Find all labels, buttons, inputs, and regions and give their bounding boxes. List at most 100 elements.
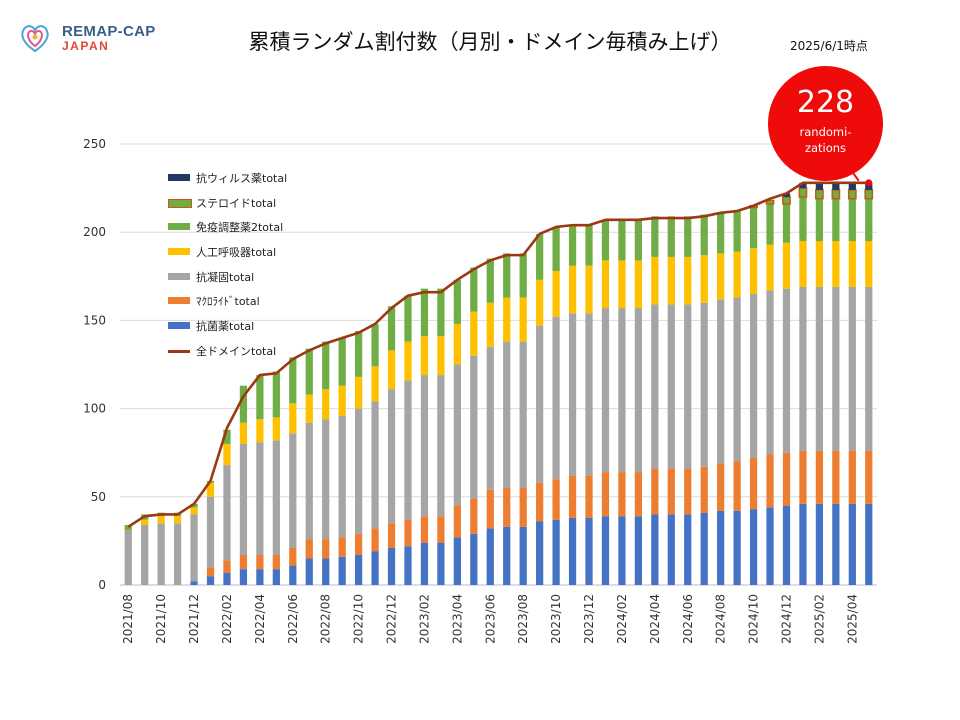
bar-immuno2 — [717, 212, 725, 254]
bar-macrolide — [651, 468, 659, 515]
bar-ventilation — [338, 385, 346, 416]
legend-swatch-total — [168, 349, 190, 353]
bar-immuno2 — [338, 338, 346, 386]
bar-antibiotic — [190, 581, 198, 585]
bar-macrolide — [865, 450, 873, 504]
bar-ventilation — [420, 336, 429, 376]
bar-antibiotic — [618, 516, 626, 585]
bar-anticoag — [766, 290, 774, 455]
bar-anticoag — [799, 286, 807, 451]
bar-steroid — [782, 196, 791, 205]
bar-immuno2 — [503, 253, 511, 298]
bar-anticoag — [420, 375, 429, 517]
bar-immuno2 — [585, 225, 593, 266]
bar-ventilation — [749, 248, 758, 294]
x-tick-label: 2021/12 — [187, 594, 201, 644]
bar-ventilation — [568, 265, 577, 314]
bar-macrolide — [437, 516, 445, 543]
bar-macrolide — [766, 454, 774, 508]
bar-immuno2 — [404, 295, 412, 342]
bar-anticoag — [700, 302, 708, 467]
total-randomizations-badge: 228 randomi-zations — [768, 66, 883, 181]
bar-ventilation — [437, 336, 445, 376]
bar-ventilation — [223, 443, 231, 466]
x-tick-label: 2022/04 — [253, 594, 267, 644]
x-tick-label: 2021/08 — [121, 594, 135, 644]
x-tick-label: 2022/10 — [352, 594, 366, 644]
bar-immuno2 — [322, 341, 330, 390]
legend-swatch-antibiotic — [168, 322, 190, 330]
bar-macrolide — [404, 519, 412, 547]
bar-anticoag — [272, 440, 280, 556]
badge-label: randomi-zations — [799, 125, 852, 155]
bar-antiviral — [799, 182, 807, 189]
bar-macrolide — [815, 450, 824, 504]
y-tick-label: 50 — [91, 490, 106, 504]
bar-immuno2 — [223, 429, 231, 444]
bar-antibiotic — [848, 503, 856, 585]
bar-immuno2 — [601, 219, 610, 261]
bar-immuno2 — [289, 357, 297, 404]
bar-ventilation — [322, 389, 330, 420]
bar-immuno2 — [354, 330, 363, 377]
bar-anticoag — [568, 313, 577, 476]
bar-anticoag — [552, 316, 560, 480]
legend-label-steroid: ステロイドtotal — [196, 196, 277, 210]
bar-macrolide — [354, 533, 363, 556]
bar-ventilation — [354, 376, 363, 409]
bar-macrolide — [371, 528, 379, 552]
bar-antibiotic — [832, 503, 840, 585]
bar-anticoag — [322, 419, 330, 540]
x-tick-label: 2024/10 — [747, 594, 761, 644]
legend-swatch-antiviral — [168, 174, 190, 181]
legend-swatch-macrolide — [168, 297, 190, 305]
bars-layer — [124, 182, 874, 585]
bar-ventilation — [717, 253, 725, 300]
bar-anticoag — [536, 325, 544, 483]
legend-label-anticoag: 抗凝固total — [196, 270, 255, 284]
logo-mark-icon — [21, 25, 49, 53]
x-tick-label: 2022/06 — [286, 594, 300, 644]
bar-anticoag — [601, 308, 610, 473]
bar-ventilation — [865, 241, 873, 287]
bar-immuno2 — [634, 219, 643, 261]
bar-immuno2 — [437, 288, 445, 337]
bar-steroid — [798, 187, 808, 198]
x-tick-label: 2025/02 — [812, 594, 826, 644]
bar-macrolide — [585, 475, 593, 518]
bar-macrolide — [717, 463, 725, 511]
bar-antibiotic — [815, 503, 824, 585]
bar-ventilation — [618, 260, 626, 309]
x-tick-label: 2022/02 — [220, 594, 234, 644]
bar-ventilation — [651, 256, 659, 305]
bar-macrolide — [239, 555, 248, 570]
bar-ventilation — [289, 403, 297, 434]
legend-label-total: 全ドメインtotal — [196, 344, 277, 358]
x-tick-label: 2022/08 — [319, 594, 333, 644]
bar-antibiotic — [552, 519, 560, 585]
bar-ventilation — [453, 323, 461, 365]
bar-antibiotic — [667, 514, 675, 585]
bar-immuno2 — [782, 203, 791, 243]
bar-ventilation — [486, 302, 494, 347]
bar-macrolide — [684, 468, 692, 515]
bar-antibiotic — [717, 510, 725, 585]
bar-anticoag — [190, 514, 198, 582]
bar-macrolide — [601, 472, 610, 517]
y-tick-label: 200 — [83, 225, 106, 239]
bar-antibiotic — [470, 533, 478, 585]
bar-anticoag — [371, 401, 379, 529]
bar-macrolide — [568, 475, 577, 518]
bar-ventilation — [404, 341, 412, 381]
bar-antibiotic — [519, 526, 527, 585]
bar-macrolide — [453, 505, 461, 538]
bar-immuno2 — [865, 198, 873, 242]
bar-ventilation — [519, 297, 527, 342]
bar-immuno2 — [486, 258, 494, 303]
logo-text-remap-cap: REMAP-CAP — [62, 23, 156, 40]
bar-antibiotic — [486, 528, 494, 585]
bar-anticoag — [832, 286, 840, 451]
bar-macrolide — [420, 516, 429, 543]
bar-immuno2 — [371, 323, 379, 367]
bar-antibiotic — [420, 542, 429, 585]
